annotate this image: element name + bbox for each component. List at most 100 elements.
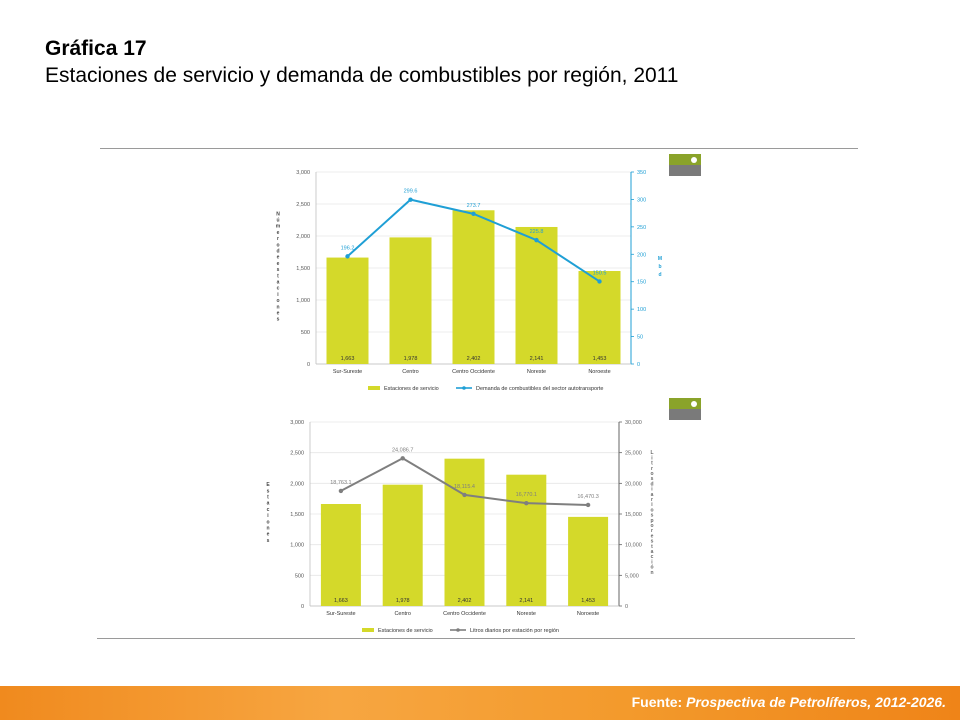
chart1-line-label: 273.7: [467, 203, 481, 209]
chart2-ytick-label: 2,000: [290, 481, 304, 487]
chart1-ytick-label: 3,000: [296, 170, 310, 176]
chart2-bar: [320, 504, 361, 606]
chart1-category-label: Centro Occidente: [452, 369, 495, 375]
charts-canvas: 0 500 1,000 1,500 2,000 2,500 3,000 0 50 100 150 20…: [266, 170, 662, 634]
source-text: Prospectiva de Petrolíferos, 2012-2026.: [686, 694, 946, 710]
chart2-ytick-label: 1,500: [290, 512, 304, 518]
chart2-bar-label: 1,978: [396, 598, 410, 604]
chart2-legend-swatch-bar: [362, 628, 374, 632]
chart2-line-point: [524, 500, 529, 506]
top-divider: [100, 148, 858, 149]
chart2-line-label: 24,086.7: [392, 447, 413, 453]
chart1-line-point: [534, 237, 539, 243]
source-label: Fuente:: [631, 694, 683, 710]
chart2-bar-label: 1,663: [334, 598, 348, 604]
chart2-ytick-label: 3,000: [290, 420, 304, 426]
source-note: Fuente: Prospectiva de Petrolíferos, 201…: [632, 694, 946, 710]
chart1-line-label: 225.8: [530, 229, 544, 235]
chart1-bar: [452, 210, 495, 364]
chart1-ytick-label: 0: [307, 362, 310, 368]
chart2-y2tick-label: 30,000: [625, 420, 642, 426]
chart1-line-point: [471, 211, 476, 217]
chart1-legend-label-line: Demanda de combustibles del sector autot…: [476, 386, 604, 392]
page-subtitle: Estaciones de servicio y demanda de comb…: [45, 64, 679, 87]
chart2-category-label: Noreste: [517, 611, 536, 617]
footer-bar: Fuente: Prospectiva de Petrolíferos, 201…: [0, 686, 960, 720]
chart1-ytick-label: 2,500: [296, 202, 310, 208]
chart2-bar-label: 1,453: [581, 598, 595, 604]
chart2-category-label: Noroeste: [577, 611, 599, 617]
chart2-bar-label: 2,402: [458, 598, 472, 604]
chart1-y2tick-label: 150: [637, 280, 646, 286]
chart1-y2tick-label: 250: [637, 225, 646, 231]
chart2-y2tick-label: 20,000: [625, 481, 642, 487]
page-title: Gráfica 17: [45, 37, 147, 60]
chart1-bar: [578, 271, 621, 364]
chart1-y2tick-label: 50: [637, 335, 643, 341]
chart1-legend-swatch-point: [462, 386, 466, 390]
chart1-category-label: Sur-Sureste: [333, 369, 362, 375]
chart2-legend-label-bar: Estaciones de servicio: [378, 628, 433, 634]
chart1-bar: [389, 237, 432, 364]
chart1-y2tick-label: 0: [637, 362, 640, 368]
chart1-bar-label: 1,978: [404, 356, 418, 362]
chart1-bar-label: 1,453: [593, 356, 607, 362]
chart2-ytick-label: 0: [301, 604, 304, 610]
chart1-legend-label-bar: Estaciones de servicio: [384, 386, 439, 392]
chart2-y2tick-label: 5,000: [625, 573, 639, 579]
chart1-category-label: Noreste: [527, 369, 546, 375]
bottom-divider: [97, 638, 855, 639]
chart1-y2tick-label: 200: [637, 252, 646, 258]
chart2-line-label: 18,763.1: [330, 480, 351, 486]
chart2-bar: [444, 458, 485, 606]
title-block: Gráfica 17 Estaciones de servicio y dema…: [45, 36, 925, 90]
chart2-y2tick-label: 15,000: [625, 512, 642, 518]
chart1-line-label: 150.5: [593, 270, 607, 276]
chart2-category-label: Centro Occidente: [443, 611, 486, 617]
chart1-line-point: [408, 197, 413, 202]
chart2-line-point: [462, 492, 467, 498]
chart2-ytick-label: 1,000: [290, 543, 304, 549]
chart1-bar: [515, 226, 558, 364]
chart2-category-label: Centro: [394, 611, 411, 617]
chart1-ytick-label: 500: [301, 330, 310, 336]
chart1-ytick-label: 1,000: [296, 298, 310, 304]
sener-logo-bottom: [669, 398, 701, 420]
chart2-category-label: Sur-Sureste: [326, 611, 355, 617]
chart2-bar: [568, 516, 609, 606]
chart2-line-label: 16,770.1: [516, 492, 537, 498]
chart1-line-label: 196.2: [341, 245, 355, 251]
chart2-bar-label: 2,141: [519, 598, 533, 604]
chart1-bar-label: 2,141: [530, 356, 544, 362]
chart2-bar: [506, 474, 547, 606]
chart1-y2tick-label: 350: [637, 170, 646, 176]
chart2-line-label: 16,470.3: [577, 494, 598, 500]
chart2-y2tick-label: 10,000: [625, 543, 642, 549]
chart1-line-point: [345, 254, 350, 259]
chart2-line-point: [400, 456, 405, 461]
chart2-y2tick-label: 25,000: [625, 451, 642, 457]
chart2-y2tick-label: 0: [625, 604, 628, 610]
sener-logo-top: [669, 154, 701, 176]
chart2-legend-swatch-point: [456, 628, 460, 632]
chart2-legend-label-line: Litros diarios por estación por región: [470, 628, 559, 634]
chart2-line-point: [585, 502, 591, 508]
chart2-line-label: 18,115.4: [454, 484, 475, 490]
chart2-ytick-label: 2,500: [290, 451, 304, 457]
chart1-bar-label: 1,663: [341, 356, 355, 362]
chart2-ytick-label: 500: [295, 573, 304, 579]
chart1-line-label: 299.6: [404, 189, 418, 195]
chart1-line-point: [597, 279, 602, 284]
chart1-category-label: Centro: [402, 369, 419, 375]
chart1-bar-label: 2,402: [467, 356, 481, 362]
chart1-bar: [326, 257, 369, 364]
chart1-ytick-label: 2,000: [296, 234, 310, 240]
chart2-line-point: [338, 488, 344, 494]
chart1-y2tick-label: 100: [637, 307, 646, 313]
chart1-y2tick-label: 300: [637, 197, 646, 203]
chart2-bar: [382, 484, 423, 606]
